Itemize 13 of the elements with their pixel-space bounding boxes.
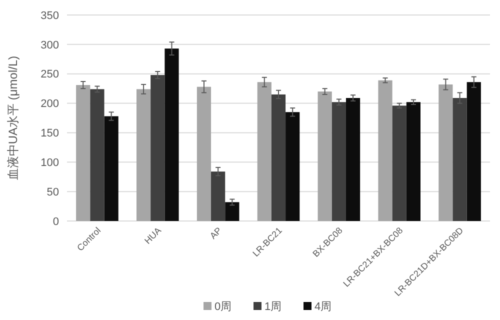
y-tick-label: 150	[40, 128, 59, 140]
y-tick-label: 300	[40, 39, 59, 52]
y-tick-label: 250	[40, 68, 59, 81]
y-tick-label: 350	[40, 10, 59, 22]
y-tick-label: 50	[46, 186, 59, 198]
y-axis-title: 血液中UA水平 (μmol/L)	[6, 56, 20, 180]
legend-label: 0周	[214, 300, 232, 313]
y-tick-label: 200	[40, 98, 59, 110]
legend-label: 4周	[314, 300, 332, 313]
y-tick-label: 100	[40, 156, 59, 169]
y-tick-label: 0	[52, 216, 59, 228]
legend-label: 1周	[264, 300, 282, 313]
x-tick-label: AP	[208, 225, 224, 241]
